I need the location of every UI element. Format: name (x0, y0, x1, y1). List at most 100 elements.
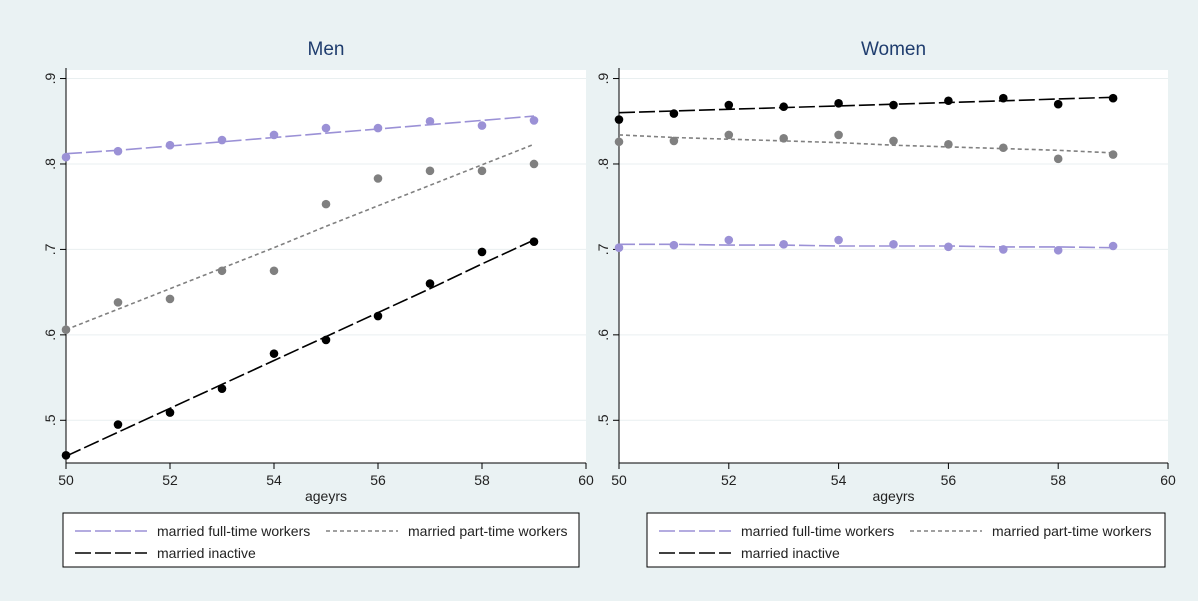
chart-title: Women (861, 39, 926, 60)
data-point-married-part-time-workers (999, 143, 1008, 153)
y-tick-label: .7 (595, 243, 611, 255)
data-point-married-full-time-workers (724, 235, 734, 245)
legend-label: married full-time workers (741, 523, 894, 539)
chart-title: Men (308, 39, 345, 60)
data-point-married-full-time-workers (614, 243, 624, 253)
data-point-married-full-time-workers (999, 245, 1008, 254)
data-point-married-full-time-workers (889, 239, 898, 249)
legend-label: married full-time workers (157, 523, 310, 539)
x-tick-label: 54 (266, 472, 282, 488)
women-panel: Women .5 .6 .7 .8 .9 50 52 54 56 58 60 ageyrs married… (595, 7, 1191, 594)
data-point-married-full-time-workers (669, 240, 679, 250)
data-point-married-part-time-workers (269, 266, 279, 276)
legend-label: married inactive (741, 545, 840, 561)
data-point-married-part-time-workers (779, 134, 788, 143)
data-point-married-part-time-workers (321, 199, 331, 209)
data-point-married-inactive (669, 109, 679, 118)
x-tick-label: 58 (1050, 472, 1066, 488)
data-point-married-inactive (724, 100, 734, 110)
data-point-married-part-time-workers (165, 294, 175, 304)
data-point-married-inactive (999, 93, 1008, 103)
y-tick-label: .6 (42, 329, 58, 341)
data-point-married-inactive (217, 384, 227, 393)
fit-line-married-inactive (618, 96, 1114, 114)
data-point-married-part-time-workers (724, 130, 734, 140)
y-tick-label: .9 (595, 72, 611, 84)
data-point-married-inactive (779, 102, 788, 112)
data-point-married-part-time-workers (529, 159, 539, 169)
data-point-married-full-time-workers (425, 116, 435, 126)
data-point-married-inactive (373, 311, 383, 321)
data-point-married-inactive (165, 408, 175, 417)
data-point-married-inactive (889, 100, 898, 110)
data-point-married-part-time-workers (944, 140, 953, 149)
data-point-married-full-time-workers (321, 123, 331, 133)
men-panel: Men .5 .6 .7 .8 .9 50 52 54 56 58 60 ageyrs married f… (7, 7, 594, 594)
data-point-married-full-time-workers (529, 116, 539, 125)
fit-line-married-full-time-workers (65, 115, 535, 155)
x-tick-label: 52 (721, 472, 737, 488)
plot-area (619, 70, 1168, 463)
x-tick-label: 60 (578, 472, 594, 488)
data-point-married-part-time-workers (834, 130, 843, 140)
data-point-married-full-time-workers (944, 242, 953, 252)
fit-line-married-part-time-workers (618, 134, 1114, 154)
data-point-married-part-time-workers (61, 325, 71, 335)
y-tick-label: .8 (42, 158, 58, 170)
x-tick-label: 58 (474, 472, 490, 488)
y-tick-label: .7 (42, 243, 58, 255)
data-point-married-inactive (614, 115, 624, 124)
y-tick-label: .6 (595, 329, 611, 341)
x-tick-label: 60 (1160, 472, 1176, 488)
data-point-married-full-time-workers (113, 146, 123, 156)
data-point-married-full-time-workers (269, 130, 279, 140)
x-tick-label: 50 (58, 472, 74, 488)
legend-label: married part-time workers (408, 523, 567, 539)
data-point-married-inactive (1053, 99, 1063, 109)
fit-line-married-inactive (65, 239, 535, 457)
x-tick-label: 56 (370, 472, 386, 488)
data-point-married-full-time-workers (834, 235, 843, 245)
data-point-married-inactive (477, 247, 487, 257)
legend-label: married part-time workers (992, 523, 1151, 539)
data-point-married-full-time-workers (165, 140, 175, 150)
legend-box (62, 512, 580, 568)
data-point-married-part-time-workers (425, 166, 435, 176)
data-point-married-full-time-workers (217, 135, 227, 145)
data-point-married-inactive (425, 279, 435, 288)
data-point-married-full-time-workers (779, 239, 788, 249)
data-point-married-part-time-workers (113, 298, 123, 307)
data-point-married-part-time-workers (669, 136, 679, 146)
legend-box (646, 512, 1166, 568)
data-point-married-full-time-workers (373, 123, 383, 133)
data-point-married-part-time-workers (614, 137, 624, 147)
legend-label: married inactive (157, 545, 256, 561)
y-tick-label: .5 (595, 414, 611, 426)
data-point-married-part-time-workers (477, 166, 487, 176)
x-axis-label: ageyrs (872, 488, 914, 504)
data-point-married-part-time-workers (217, 266, 227, 276)
data-point-married-full-time-workers (1108, 241, 1118, 251)
y-tick-label: .5 (42, 414, 58, 426)
data-point-married-full-time-workers (477, 121, 487, 130)
data-point-married-inactive (529, 237, 539, 247)
x-axis-label: ageyrs (305, 488, 347, 504)
data-point-married-inactive (113, 420, 123, 429)
data-point-married-inactive (61, 451, 71, 460)
plot-area (66, 70, 586, 463)
data-point-married-inactive (321, 335, 331, 345)
x-tick-label: 52 (162, 472, 178, 488)
data-point-married-part-time-workers (1108, 150, 1118, 159)
x-tick-label: 56 (941, 472, 957, 488)
y-tick-label: .8 (595, 158, 611, 170)
data-point-married-full-time-workers (1053, 245, 1063, 255)
data-point-married-inactive (944, 96, 953, 106)
data-point-married-part-time-workers (373, 174, 383, 183)
data-point-married-part-time-workers (1053, 154, 1063, 164)
x-tick-label: 50 (611, 472, 627, 488)
data-point-married-inactive (1108, 93, 1118, 103)
y-tick-label: .9 (42, 72, 58, 84)
data-point-married-inactive (834, 99, 843, 108)
data-point-married-part-time-workers (889, 136, 898, 146)
